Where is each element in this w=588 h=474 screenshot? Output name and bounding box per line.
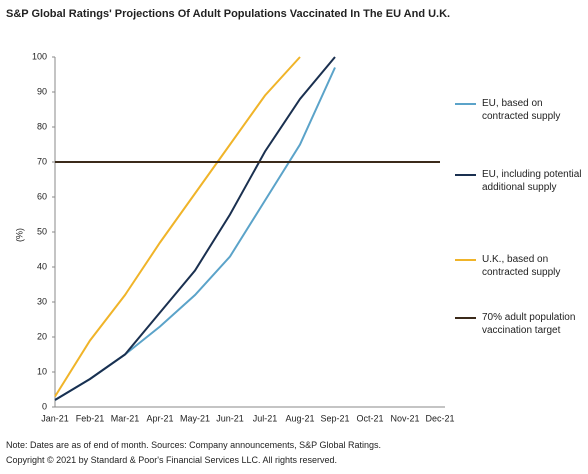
x-tick-label: Jun-21 <box>216 413 244 423</box>
x-tick-label: May-21 <box>180 413 210 423</box>
y-tick-label: 50 <box>37 226 47 236</box>
y-tick-label: 100 <box>32 51 47 61</box>
note: Note: Dates are as of end of month. Sour… <box>6 440 382 450</box>
y-tick-label: 90 <box>37 86 47 96</box>
x-tick-label: Jul-21 <box>253 413 278 423</box>
y-axis-label: (%) <box>14 228 24 242</box>
x-tick-label: Feb-21 <box>76 413 105 423</box>
series-line <box>54 67 336 401</box>
series-line <box>54 56 336 401</box>
x-tick-label: Mar-21 <box>111 413 140 423</box>
x-tick-label: Dec-21 <box>425 413 454 423</box>
y-tick-label: 40 <box>37 261 47 271</box>
legend-label: U.K., based on contracted supply <box>482 254 561 278</box>
x-tick-label: Sep-21 <box>320 413 349 423</box>
y-tick-label: 60 <box>37 191 47 201</box>
x-tick-label: Nov-21 <box>390 413 419 423</box>
y-tick-label: 10 <box>37 366 47 376</box>
x-tick-label: Aug-21 <box>285 413 314 423</box>
legend-label: 70% adult population vaccination target <box>482 312 576 336</box>
y-tick-label: 30 <box>37 296 47 306</box>
series-line <box>54 56 301 398</box>
x-tick-label: Jan-21 <box>41 413 69 423</box>
copyright: Copyright © 2021 by Standard & Poor's Fi… <box>6 455 338 465</box>
legend-label: EU, based on contracted supply <box>482 98 561 122</box>
x-tick-label: Oct-21 <box>356 413 383 423</box>
x-tick-label: Apr-21 <box>146 413 173 423</box>
y-tick-label: 20 <box>37 331 47 341</box>
legend-label: EU, including potential additional suppl… <box>482 169 582 193</box>
y-tick-label: 80 <box>37 121 47 131</box>
chart-title: S&P Global Ratings' Projections Of Adult… <box>6 8 450 20</box>
y-tick-label: 70 <box>37 156 47 166</box>
y-tick-label: 0 <box>42 401 47 411</box>
